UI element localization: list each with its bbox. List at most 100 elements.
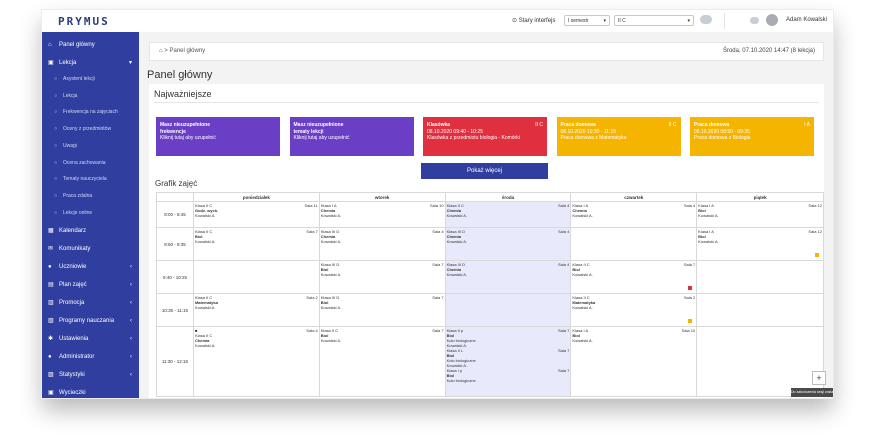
lesson-entry[interactable]: Klasa III D Sala 4 Chemia Kowalski A. [447, 229, 570, 244]
sidebar-item-plan[interactable]: ▤ Plan zajęć ‹ [42, 276, 139, 294]
old-interface-link[interactable]: ⊙ Stary interfejs [512, 17, 555, 24]
sidebar-subitem[interactable]: ○ Tematy nauczyciela [42, 172, 139, 186]
schedule-cell[interactable]: Klasa II C Sala 7 Biol Kowalski A. [570, 260, 698, 294]
sidebar-item-students[interactable]: ● Uczniowie ‹ [42, 258, 139, 276]
zoom-in-button[interactable]: + [812, 371, 826, 385]
lesson-entry[interactable]: Klasa I A Sala 12 Biol Kowalski A. [698, 203, 822, 218]
user-name[interactable]: Adam Kowalski [786, 17, 828, 23]
lesson-entry[interactable]: Klasa II L Sala 7 Biol Koło biologiczne Kowa… [447, 348, 570, 368]
schedule-cell[interactable]: Klasa II C Sala 7 Biol Kowalski A. [192, 227, 320, 261]
schedule-cell[interactable]: Klasa III D Sala 4 Chemia Kowalski A. [444, 227, 572, 261]
schedule-row: 8:00 - 8:45 Klasa II C Sala 11 Godz. wych. K… [156, 201, 824, 228]
event-marker[interactable] [815, 253, 819, 257]
lesson-entry[interactable]: Klasa II C Sala 7 Biol Kowalski A. [321, 328, 444, 343]
lesson-entry[interactable]: Klasa III D Sala 7 Biol Kowalski A. [321, 295, 444, 310]
show-more-button[interactable]: Pokaż więcej [421, 163, 548, 179]
lesson-subject: Biol [320, 300, 329, 305]
lesson-entry[interactable]: Klasa III D Sala 4 Chemia Kowalski A. [321, 229, 444, 244]
app-logo[interactable]: PRYMUS [58, 15, 110, 28]
schedule-cell[interactable] [696, 326, 824, 397]
schedule-cell[interactable] [696, 293, 824, 327]
notifications-icon[interactable] [750, 17, 759, 24]
toggle-icon: ⊙ [512, 18, 519, 24]
sidebar-item-trips[interactable]: ▣ Wycieczki [42, 384, 139, 398]
lesson-entry[interactable]: Klasa I A Sala 10 Biol Kowalski A. [572, 328, 695, 343]
lesson-entry[interactable]: Klasa III D Sala 4 Chemia Kowalski A. [447, 262, 570, 277]
schedule-cell[interactable] [570, 227, 698, 261]
sidebar-subitem[interactable]: ○ Praca zdalna [42, 189, 139, 203]
schedule-cell[interactable]: Klasa II C Sala 11 Godz. wych. Kowalski A. [192, 201, 320, 228]
sidebar-item-home[interactable]: ⌂ Panel główny [42, 36, 139, 54]
sidebar-item-admin[interactable]: ● Administrator ‹ [42, 348, 139, 366]
schedule-cell[interactable]: Klasa III D Sala 4 Chemia Kowalski A. [318, 227, 446, 261]
schedule-cell[interactable] [696, 260, 824, 294]
schedule-cell[interactable]: Klasa II C Sala 2 Matematyka Kowalski A. [570, 293, 698, 327]
schedule-cell[interactable]: Klasa II C Sala 2 Matematyka Kowalski A. [192, 293, 320, 327]
notice-card[interactable]: Masz nieuzupełnione tematy lekcji Kliknij … [289, 117, 414, 156]
chevron-icon: ‹ [130, 354, 132, 361]
lesson-class: Klasa III D [446, 262, 466, 267]
lesson-class: Klasa III D [446, 229, 466, 234]
lesson-entry[interactable]: Klasa II C Sala 11 Godz. wych. Kowalski A. [195, 203, 318, 218]
home-icon[interactable]: ⌂ [159, 48, 163, 54]
sidebar-item-promotion[interactable]: ▥ Promocja ‹ [42, 294, 139, 312]
schedule-cell[interactable]: Klasa II p Sala 7 Biol Koło biologiczne Kowa… [444, 326, 572, 397]
schedule-cell[interactable]: Klasa I A Sala 10 Chemia Kowalski A. [318, 201, 446, 228]
lesson-entry[interactable]: Klasa I A Sala 10 Chemia Kowalski A. [321, 203, 444, 218]
schedule-cell[interactable]: ■ Klasa II C Sala 4 Chemia Kowalski A. [192, 326, 320, 397]
notice-card[interactable]: Praca domowa I A 08.10.2020 08:50 - 09:35 P… [690, 117, 814, 156]
lesson-entry[interactable]: Klasa II C Sala 4 Chemia Kowalski A. [447, 203, 570, 218]
sidebar-subitem[interactable]: ○ Lekcje online [42, 206, 139, 220]
sidebar-item-calendar[interactable]: ▦ Kalendarz [42, 222, 139, 240]
sidebar-subitem[interactable]: ○ Asystent lekcji [42, 72, 139, 86]
lesson-entry[interactable]: Klasa I p Sala 7 Biol Koło biologiczne [447, 368, 570, 383]
schedule-cell[interactable]: Klasa II C Sala 4 Chemia Kowalski A. [444, 201, 572, 228]
schedule-cell[interactable]: Klasa I A Sala 10 Biol Kowalski A. [570, 326, 698, 397]
lesson-entry[interactable]: Klasa II C Sala 7 Biol Kowalski A. [195, 229, 318, 244]
sidebar-item-messages[interactable]: ✉ Komunikaty [42, 240, 139, 258]
semester-select[interactable]: I semestr ▾ [564, 15, 610, 26]
schedule-cell[interactable] [192, 260, 320, 294]
lesson-entry[interactable]: Klasa I A Sala 12 Biol Kowalski A. [698, 229, 822, 244]
schedule-cell[interactable]: Klasa III D Sala 7 Biol Kowalski A. [318, 260, 446, 294]
notice-card[interactable]: Masz nieuzupełnione frekwencje Kliknij tut… [156, 117, 280, 156]
sidebar-item-gear[interactable]: ✱ Ustawienia ‹ [42, 330, 139, 348]
sidebar-item-programs[interactable]: ▧ Programy nauczania ‹ [42, 312, 139, 330]
circle-icon: ○ [54, 142, 58, 149]
sidebar-subitem[interactable]: ○ Ocena zachowania [42, 156, 139, 170]
card-class: II C [535, 122, 543, 128]
lesson-entry[interactable]: Klasa I A Sala 4 Chemia Kowalski A. [572, 203, 695, 218]
sidebar-subitem-label: Lekcje online [63, 209, 93, 216]
event-marker[interactable] [688, 319, 693, 323]
avatar[interactable] [766, 14, 778, 26]
lesson-subject: Biol [194, 234, 203, 239]
lesson-entry[interactable]: Klasa II C Sala 2 Matematyka Kowalski A. [195, 295, 318, 310]
chat-icon[interactable] [700, 15, 712, 24]
schedule-cell[interactable]: Klasa III D Sala 7 Biol Kowalski A. [318, 293, 446, 327]
event-marker[interactable] [688, 286, 693, 290]
schedule-cell[interactable]: Klasa I A Sala 12 Biol Kowalski A. [696, 227, 824, 261]
schedule-cell[interactable]: Klasa II C Sala 7 Biol Kowalski A. [318, 326, 446, 397]
schedule-cell[interactable]: Klasa I A Sala 12 Biol Kowalski A. [696, 201, 824, 228]
lesson-subject: Biol [446, 353, 455, 358]
lesson-entry[interactable]: Klasa III D Sala 7 Biol Kowalski A. [321, 262, 444, 277]
sidebar-subitem[interactable]: ○ Uwagi [42, 139, 139, 153]
lesson-entry[interactable]: Klasa II p Sala 7 Biol Koło biologiczne Kowa… [447, 328, 570, 348]
sidebar-item-stats[interactable]: ▨ Statystyki ‹ [42, 366, 139, 384]
schedule-cell[interactable]: Klasa I A Sala 4 Chemia Kowalski A. [570, 201, 698, 228]
notice-card[interactable]: Klasówka II C 08.10.2020 09:40 - 10:25 Klas… [423, 117, 547, 156]
lesson-entry[interactable]: ■ Klasa II C Sala 4 Chemia Kowalski A. [195, 328, 318, 348]
day-header: piątek [696, 192, 824, 202]
sidebar-item-lesson[interactable]: ▣ Lekcja ▾ [42, 54, 139, 72]
schedule-cell[interactable] [444, 293, 572, 327]
lesson-entry[interactable]: Klasa II C Sala 2 Matematyka Kowalski A. [572, 295, 695, 310]
plan-icon: ▤ [48, 282, 54, 289]
schedule-cell[interactable]: Klasa III D Sala 4 Chemia Kowalski A. [444, 260, 572, 294]
sidebar-subitem[interactable]: ○ Oceny z przedmiotów [42, 122, 139, 136]
notice-card[interactable]: Praca domowa II C 08.10.2020 10:30 - 11:15… [556, 117, 681, 156]
class-select[interactable]: II C ▾ [614, 15, 694, 26]
sidebar-subitem[interactable]: ○ Frekwencja na zajęciach [42, 105, 139, 119]
sidebar-subitem[interactable]: ○ Lekcja [42, 89, 139, 103]
lesson-entry[interactable]: Klasa II C Sala 7 Biol Kowalski A. [572, 262, 695, 277]
chevron-icon: ‹ [130, 264, 132, 271]
